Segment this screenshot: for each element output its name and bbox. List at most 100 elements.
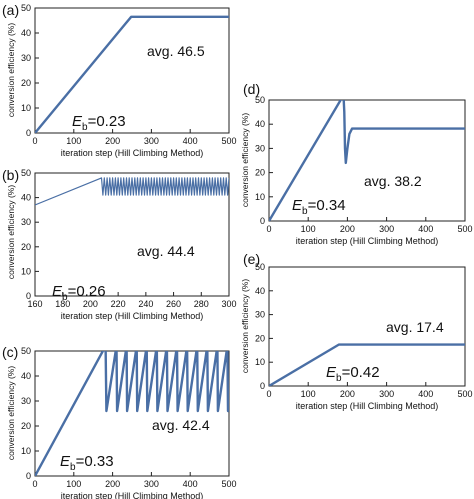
x-axis-label: iteration step (Hill Climbing Method) <box>296 236 439 246</box>
y-tick-label: 0 <box>26 291 31 301</box>
plot-frame <box>268 266 466 387</box>
y-tick-label: 50 <box>21 168 31 178</box>
x-tick-label: 100 <box>301 224 316 234</box>
y-tick-label: 50 <box>255 262 265 272</box>
series-line <box>269 343 465 386</box>
y-tick-label: 20 <box>21 421 31 431</box>
x-tick-label: 300 <box>144 479 159 489</box>
y-tick-label: 40 <box>21 193 31 203</box>
x-tick-label: 500 <box>221 136 236 146</box>
x-tick-label: 200 <box>105 136 120 146</box>
y-tick-label: 20 <box>255 333 265 343</box>
series-line <box>35 15 229 133</box>
panel-d: 0 100 200 300 400 500 0 10 20 30 40 50(d) iteration … <box>240 81 473 246</box>
x-tick-label: 500 <box>457 389 472 399</box>
avg-annotation: avg. 46.5 <box>147 43 205 59</box>
x-tick-label: 0 <box>266 389 271 399</box>
panel-label: (b) <box>2 167 19 183</box>
avg-annotation: avg. 44.4 <box>137 243 195 259</box>
y-tick-label: 0 <box>26 471 31 481</box>
series-line <box>35 351 229 476</box>
x-tick-label: 400 <box>183 479 198 489</box>
y-tick-label: 40 <box>255 286 265 296</box>
y-tick-label: 0 <box>260 216 265 226</box>
panel-c: 0 100 200 300 400 500 0 10 20 30 40 50(c) iteration … <box>2 344 237 499</box>
x-axis-label: iteration step (Hill Climbing Method) <box>61 148 204 158</box>
panel-label: (c) <box>2 344 18 360</box>
avg-annotation: avg. 38.2 <box>364 173 422 189</box>
eb-annotation: Eb=0.42 <box>326 364 380 384</box>
y-tick-label: 10 <box>255 357 265 367</box>
y-axis-label: conversion efficiency (%) <box>6 366 16 460</box>
panel-a: 0 100 200 300 400 500 0 10 20 30 40 50(a) iteration … <box>2 2 237 158</box>
y-tick-label: 10 <box>255 192 265 202</box>
y-tick-label: 30 <box>21 217 31 227</box>
x-tick-label: 260 <box>166 299 181 309</box>
x-tick-label: 100 <box>301 389 316 399</box>
eb-annotation: Eb=0.33 <box>60 453 114 473</box>
eb-annotation: Eb=0.23 <box>72 113 126 133</box>
y-tick-label: 0 <box>260 381 265 391</box>
plot-frame <box>268 99 466 222</box>
y-tick-label: 10 <box>21 446 31 456</box>
y-tick-label: 40 <box>255 119 265 129</box>
y-tick-label: 10 <box>21 103 31 113</box>
y-tick-label: 30 <box>21 53 31 63</box>
x-tick-label: 200 <box>340 224 355 234</box>
y-tick-label: 10 <box>21 266 31 276</box>
x-axis-label: iteration step (Hill Climbing Method) <box>61 491 204 499</box>
x-tick-label: 280 <box>194 299 209 309</box>
panel-label: (e) <box>243 251 260 267</box>
x-axis-label: iteration step (Hill Climbing Method) <box>296 401 439 411</box>
eb-annotation: Eb=0.34 <box>292 197 346 217</box>
plot-frame <box>34 172 230 297</box>
x-tick-label: 400 <box>418 224 433 234</box>
x-tick-label: 200 <box>105 479 120 489</box>
y-axis-label: conversion efficiency (%) <box>6 185 16 279</box>
y-tick-label: 50 <box>255 95 265 105</box>
plot-frame <box>34 7 230 134</box>
x-tick-label: 220 <box>111 299 126 309</box>
y-tick-label: 20 <box>255 168 265 178</box>
x-tick-label: 400 <box>418 389 433 399</box>
x-tick-label: 200 <box>83 299 98 309</box>
x-tick-label: 100 <box>66 479 81 489</box>
y-tick-label: 20 <box>21 78 31 88</box>
x-tick-label: 200 <box>340 389 355 399</box>
y-tick-label: 30 <box>21 396 31 406</box>
series-line <box>35 177 229 206</box>
x-tick-label: 180 <box>55 299 70 309</box>
y-tick-label: 0 <box>26 128 31 138</box>
y-axis-label: conversion efficiency (%) <box>240 279 250 373</box>
x-axis-label: iteration step (Hill Climbing Method) <box>61 311 204 321</box>
y-tick-label: 20 <box>21 242 31 252</box>
avg-annotation: avg. 17.4 <box>386 319 444 335</box>
x-tick-label: 300 <box>144 136 159 146</box>
y-tick-label: 40 <box>21 28 31 38</box>
x-tick-label: 500 <box>221 479 236 489</box>
panel-b: 160 180 200 220 240 260 280 300 0 10 20 30 40 50(b) it… <box>2 167 237 321</box>
y-axis-label: conversion efficiency (%) <box>240 113 250 207</box>
x-tick-label: 500 <box>457 224 472 234</box>
y-tick-label: 50 <box>21 3 31 13</box>
x-tick-label: 300 <box>221 299 236 309</box>
x-tick-label: 0 <box>32 136 37 146</box>
avg-annotation: avg. 42.4 <box>152 417 210 433</box>
x-tick-label: 400 <box>183 136 198 146</box>
panel-label: (d) <box>243 81 260 97</box>
y-tick-label: 40 <box>21 371 31 381</box>
y-tick-label: 30 <box>255 143 265 153</box>
x-tick-label: 240 <box>138 299 153 309</box>
x-tick-label: 0 <box>32 479 37 489</box>
x-tick-label: 160 <box>27 299 42 309</box>
y-tick-label: 50 <box>21 346 31 356</box>
series-line <box>269 100 465 221</box>
x-tick-label: 300 <box>379 224 394 234</box>
plot-frame <box>34 350 230 477</box>
x-tick-label: 100 <box>66 136 81 146</box>
y-tick-label: 30 <box>255 310 265 320</box>
x-tick-label: 0 <box>266 224 271 234</box>
y-axis-label: conversion efficiency (%) <box>6 23 16 117</box>
panel-label: (a) <box>2 2 19 18</box>
